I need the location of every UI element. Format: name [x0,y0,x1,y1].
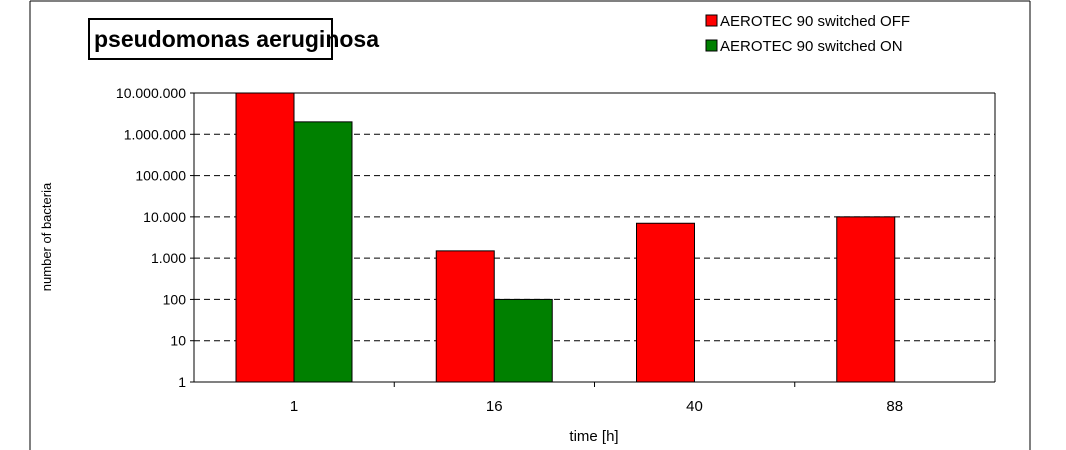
y-tick-label: 10.000 [143,209,186,225]
legend-label-on: AEROTEC 90 switched ON [720,38,903,55]
legend: AEROTEC 90 switched OFF AEROTEC 90 switc… [705,13,910,55]
y-tick-label: 10.000.000 [116,85,186,101]
x-tick-label: 40 [686,398,703,415]
y-tick-label: 100.000 [135,168,186,184]
x-tick-label: 1 [290,398,298,415]
bar-off-16 [435,250,495,383]
y-tick-label: 100 [163,291,187,307]
chart-title: pseudomonas aeruginosa [94,26,379,52]
y-tick-label: 1 [178,374,186,390]
y-tick-label: 1.000 [151,250,186,266]
bar-off-1 [235,92,295,383]
y-axis-title: number of bacteria [39,182,54,291]
y-tick-label: 10 [170,333,186,349]
bar-off-40 [636,222,695,383]
bars [235,92,896,383]
bar-on-1 [293,121,353,383]
legend-swatch-off [705,14,718,27]
x-tick-label: 16 [486,398,503,415]
title-box [88,18,333,60]
bar-on-16 [493,298,553,383]
x-axis-title: time [h] [569,428,618,445]
y-tick-label: 1.000.000 [124,126,186,142]
bar-off-88 [836,216,896,383]
legend-swatch-on [705,39,718,52]
legend-label-off: AEROTEC 90 switched OFF [720,13,910,30]
x-tick-labels: 1 16 40 88 [290,382,903,415]
y-tick-labels: 1 10 100 1.000 10.000 100.000 1.000.000 10.000.… [116,85,186,390]
x-tick-label: 88 [886,398,903,415]
